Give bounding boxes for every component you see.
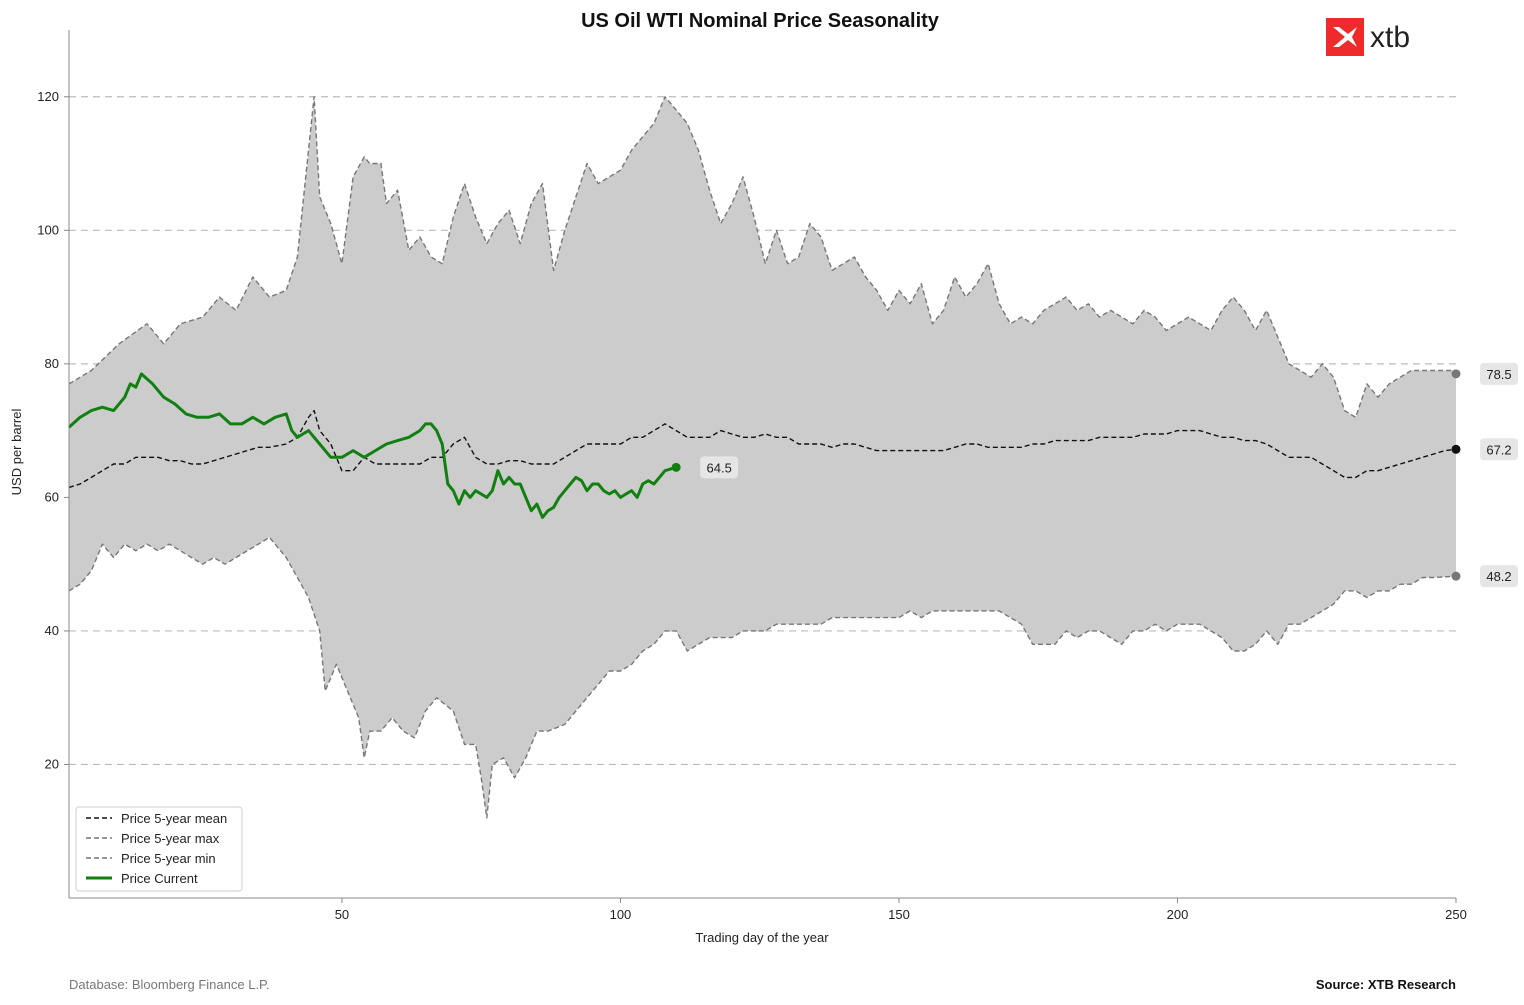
end-marker-price-5-year-mean — [1451, 444, 1461, 454]
legend-label-price-5-year-max: Price 5-year max — [121, 831, 220, 846]
logo-x-glyph — [1333, 27, 1357, 47]
min-max-band — [69, 96, 1456, 818]
end-label-bg-price-5-year-min — [1480, 565, 1518, 588]
end-marker-price-current — [671, 462, 681, 472]
min-max-band-area — [69, 96, 1456, 818]
y-tick-label-100: 100 — [37, 222, 59, 237]
chart-title: US Oil WTI Nominal Price Seasonality — [581, 10, 940, 32]
x-tick-label-150: 150 — [888, 907, 910, 922]
y-tick-label-60: 60 — [45, 489, 59, 504]
x-tick-label-200: 200 — [1167, 907, 1189, 922]
end-label-price-5-year-min: 48.2 — [1486, 569, 1511, 584]
footer-database: Database: Bloomberg Finance L.P. — [69, 977, 270, 992]
legend: Price 5-year mean Price 5-year max Price 5… — [75, 806, 243, 892]
axes: 20 40 60 80 100 120 50 100 150 200 250 — [37, 30, 1467, 922]
y-tick-label-40: 40 — [45, 623, 59, 638]
series-line-price-5-year-min — [68, 536, 1457, 819]
y-tick-label-20: 20 — [45, 756, 59, 771]
x-axis-label: Trading day of the year — [695, 930, 829, 945]
legend-label-price-5-year-min: Price 5-year min — [121, 851, 216, 866]
y-tick-label-120: 120 — [37, 89, 59, 104]
end-label-price-current: 64.5 — [707, 460, 732, 475]
x-tick-label-100: 100 — [610, 907, 632, 922]
series-line-price-5-year-max — [68, 96, 1456, 418]
end-label-bg-price-5-year-max — [1480, 362, 1518, 385]
end-marker-price-5-year-min — [1451, 571, 1461, 581]
series-line-price-5-year-mean — [68, 409, 1457, 489]
end-value-labels: 78.5 67.2 48.2 64.5 — [671, 362, 1518, 588]
end-label-price-5-year-mean: 67.2 — [1486, 442, 1511, 457]
legend-label-price-current: Price Current — [121, 871, 198, 886]
series-line-price-current — [67, 372, 677, 519]
y-axis-label: USD per barrel — [9, 409, 24, 496]
legend-label-price-5-year-mean: Price 5-year mean — [121, 811, 227, 826]
end-marker-price-5-year-max — [1451, 369, 1461, 379]
footer-source: Source: XTB Research — [1316, 977, 1456, 992]
legend-box — [75, 806, 243, 892]
end-label-bg-price-current — [700, 456, 739, 479]
logo-text: xtb — [1370, 21, 1410, 54]
x-tick-label-250: 250 — [1445, 907, 1467, 922]
y-tick-label-80: 80 — [45, 356, 59, 371]
end-label-price-5-year-max: 78.5 — [1486, 367, 1511, 382]
x-tick-label-50: 50 — [335, 907, 349, 922]
series-lines — [67, 96, 1457, 819]
xtb-logo: xtb — [1326, 18, 1410, 56]
end-label-bg-price-5-year-mean — [1480, 438, 1518, 461]
